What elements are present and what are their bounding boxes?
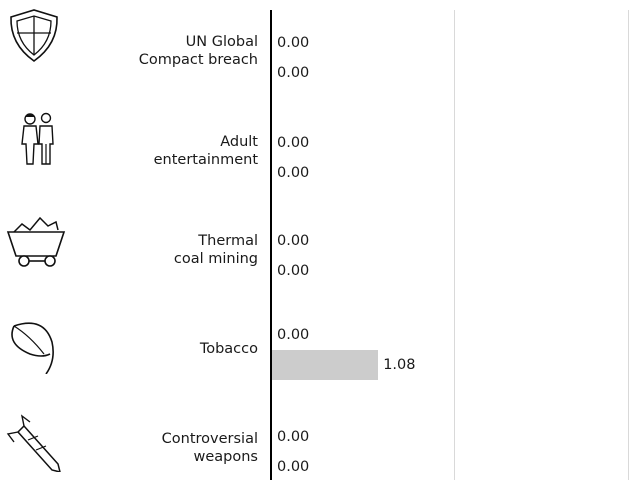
adult-couple-icon [0, 108, 68, 168]
category-label-line: entertainment [153, 152, 258, 168]
value-label: 0.00 [277, 327, 310, 343]
value-label: 0.00 [277, 135, 310, 151]
missile-icon [0, 412, 68, 472]
tobacco-leaf-icon [0, 314, 68, 374]
value-label: 0.00 [277, 65, 310, 81]
category-label-thermal-coal: Thermal coal mining [58, 232, 258, 268]
value-label: 0.00 [277, 459, 310, 475]
value-label: 0.00 [277, 429, 310, 445]
category-label-line: Thermal [198, 233, 258, 249]
category-label-line: Compact breach [138, 52, 258, 68]
value-label: 1.08 [383, 357, 416, 373]
value-label: 0.00 [277, 233, 310, 249]
category-label-line: weapons [193, 449, 259, 465]
shield-icon [0, 6, 68, 66]
category-label-line: Tobacco [199, 341, 258, 357]
category-label-tobacco: Tobacco [58, 340, 258, 358]
category-label-adult-entertainment: Adult entertainment [58, 133, 258, 169]
category-label-un-global-compact: UN Global Compact breach [58, 33, 258, 69]
value-label: 0.00 [277, 165, 310, 181]
category-label-line: Controversial [161, 431, 258, 447]
value-axis-line [270, 10, 272, 480]
bar [272, 350, 379, 380]
column-separator [454, 10, 455, 480]
category-label-line: coal mining [173, 251, 258, 267]
category-label-controversial-weapons: Controversial weapons [58, 430, 258, 466]
category-label-line: Adult [220, 134, 258, 150]
category-label-line: UN Global [185, 34, 258, 50]
column-separator [628, 10, 629, 480]
value-label: 0.00 [277, 35, 310, 51]
coal-cart-icon [0, 208, 68, 268]
value-label: 0.00 [277, 263, 310, 279]
